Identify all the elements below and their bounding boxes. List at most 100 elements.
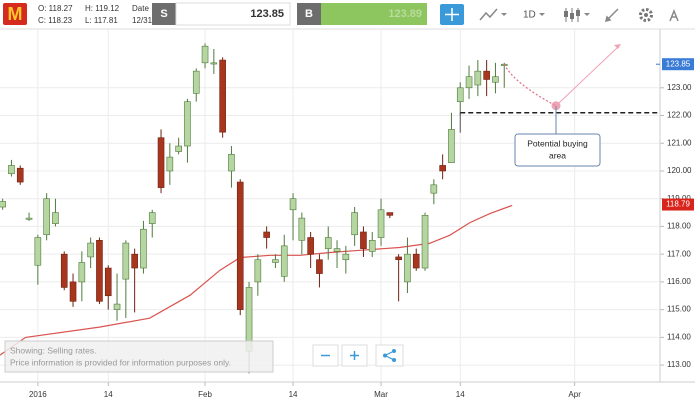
share-button[interactable] — [375, 344, 404, 367]
candle-body — [492, 76, 499, 83]
candle-body — [228, 154, 235, 172]
settings-icon[interactable] — [639, 8, 653, 22]
pointer-curve — [503, 63, 557, 107]
share-dot — [383, 353, 387, 358]
candle-body — [166, 156, 174, 172]
candle-body — [140, 228, 147, 269]
x-tick-label: 2016 — [29, 390, 47, 399]
candle-body — [43, 198, 50, 236]
dropdown — [501, 13, 507, 16]
dropdown — [584, 13, 590, 16]
edit-icon[interactable] — [669, 8, 679, 22]
y-tick-label: 117.00 — [667, 249, 691, 258]
candle-body — [404, 253, 411, 283]
callout-box — [514, 133, 601, 167]
date-label: Date — [132, 4, 149, 13]
y-tick-label: 118.00 — [667, 222, 691, 231]
candle-body — [412, 253, 420, 269]
candle-body — [201, 45, 209, 64]
y-tick-label: 119.00 — [667, 194, 691, 203]
open-value: O: 118.27 — [38, 4, 73, 13]
buy-price: 123.89 — [388, 8, 422, 20]
date-value: 12/31/ — [132, 16, 155, 25]
candle-body — [324, 237, 332, 249]
logo-mark: M — [8, 4, 23, 24]
candle-body — [307, 237, 314, 255]
x-tick-label: 14 — [104, 390, 113, 399]
candle-body — [465, 76, 473, 89]
x-tick-label: 14 — [289, 390, 298, 399]
last-price-label: 123.85 — [666, 59, 691, 68]
candle-body — [34, 237, 42, 266]
candle-body — [272, 259, 279, 263]
candle-body — [333, 248, 341, 252]
candle-body — [131, 253, 138, 269]
candle-body — [280, 245, 288, 277]
buy-field[interactable] — [321, 3, 427, 25]
average-price-box — [662, 198, 694, 211]
last-price-box — [662, 58, 694, 71]
candle-body — [342, 253, 350, 261]
callout-text: area — [549, 150, 566, 160]
zoom-in-icon — [350, 351, 359, 360]
candle-body — [377, 209, 385, 238]
candle-body — [192, 70, 200, 94]
sell-price: 123.85 — [250, 8, 284, 20]
y-tick-label: 116.00 — [667, 277, 691, 286]
projection-arrow — [555, 45, 620, 107]
y-tick-label: 121.00 — [667, 138, 692, 147]
candle-icon-body — [570, 13, 574, 19]
share-dot — [392, 358, 396, 362]
candle-body — [386, 212, 394, 216]
chart-type-icon[interactable] — [479, 8, 498, 21]
candle-body — [113, 303, 121, 310]
candle-body — [351, 212, 358, 236]
callout-text: Potential buying — [527, 138, 588, 148]
candle-body — [210, 62, 218, 65]
candle-body — [184, 101, 191, 147]
candle-body — [96, 240, 103, 302]
crosshair-icon — [445, 8, 459, 21]
notice-line: Showing: Selling rates. — [10, 345, 96, 355]
candle-body — [25, 217, 33, 220]
candle-body — [8, 165, 15, 175]
buy-button[interactable] — [297, 3, 321, 25]
candle-body — [16, 167, 24, 183]
x-tick-label: Apr — [568, 390, 581, 399]
x-tick-label: Feb — [198, 390, 212, 399]
y-tick-label: 122.00 — [667, 111, 692, 120]
sell-button[interactable] — [152, 3, 176, 25]
candle-body — [87, 242, 94, 258]
candle-icon-body — [564, 11, 568, 17]
buy-label: B — [305, 8, 313, 20]
candle-body — [104, 267, 112, 297]
candle-body — [122, 242, 130, 280]
sell-label: S — [160, 8, 167, 20]
average-price-label: 118.79 — [666, 200, 690, 209]
candle-body — [254, 259, 262, 283]
candle-body — [157, 137, 165, 188]
arrow-head — [614, 44, 621, 49]
candle-body — [263, 231, 270, 238]
candle-body — [474, 70, 482, 86]
candle-body — [175, 145, 182, 152]
candle-body — [439, 165, 446, 172]
candle-body — [395, 256, 402, 261]
moving-average-line — [0, 204, 513, 356]
interval[interactable]: 1D — [523, 10, 536, 21]
candle-body — [483, 70, 490, 80]
annotation: Potential buying area — [459, 44, 658, 167]
y-tick-label: 115.00 — [667, 305, 691, 314]
candle-body — [368, 240, 376, 252]
sell-field[interactable] — [175, 2, 291, 26]
high-value: H: 119.12 — [85, 4, 120, 13]
candle-body — [219, 59, 226, 133]
candle-icon-body — [576, 10, 580, 16]
draw-icon[interactable] — [604, 8, 619, 23]
candle-body — [430, 184, 438, 194]
close-value: C: 118.23 — [38, 16, 73, 25]
candle-body — [69, 281, 77, 302]
notice-box — [4, 340, 274, 373]
candle-body — [0, 201, 6, 208]
